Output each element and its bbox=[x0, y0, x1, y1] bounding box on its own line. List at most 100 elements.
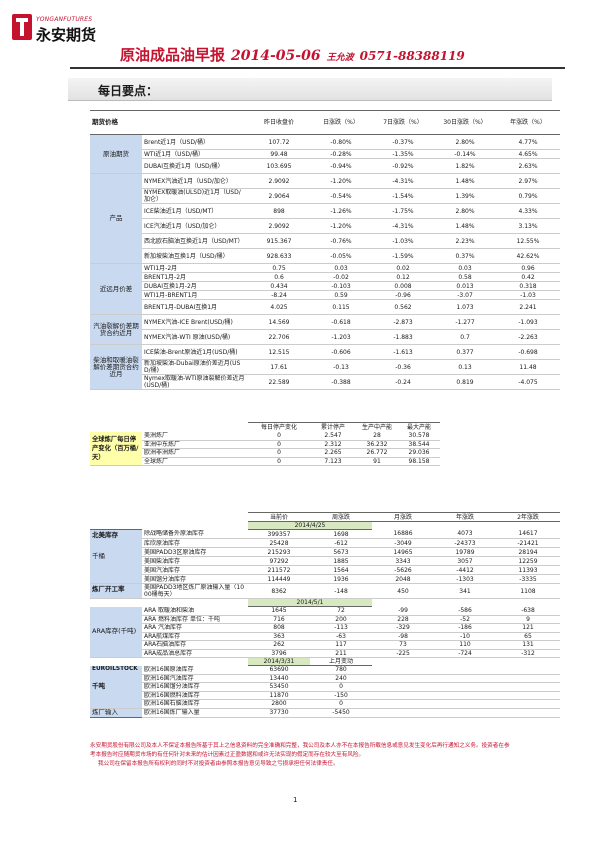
table-cell: 2.97% bbox=[496, 174, 560, 189]
column-header: 昨日收盘价 bbox=[248, 111, 310, 135]
table-cell: 28194 bbox=[496, 548, 560, 557]
table-cell: -5450 bbox=[310, 708, 372, 717]
table-cell: -0.28% bbox=[310, 150, 372, 159]
date-row: 2014/4/25 bbox=[90, 522, 560, 530]
table-cell: 19789 bbox=[434, 548, 496, 557]
table-cell: -225 bbox=[372, 649, 434, 658]
group-label: 炼厂开工率 bbox=[90, 584, 142, 599]
table-cell: 53450 bbox=[248, 683, 310, 692]
table-cell: -329 bbox=[372, 624, 434, 633]
table-cell: 2.80% bbox=[434, 135, 496, 150]
table-cell: 0 bbox=[248, 440, 310, 449]
group-label: 汽油裂解价差期货合约近月 bbox=[90, 315, 142, 345]
column-header: 年涨跌（%） bbox=[496, 111, 560, 135]
futures-price-table: 期货价格 昨日收盘价 日涨跌（%） 7日涨跌（%） 30日涨跌（%） 年涨跌（%） 原油期货… bbox=[90, 110, 560, 390]
table-cell: -0.36 bbox=[372, 360, 434, 375]
empty-cell bbox=[372, 658, 560, 666]
column-header: 7日涨跌（%） bbox=[372, 111, 434, 135]
table-row: 炼厂开工率 美国PADD3地区炼厂原油输入量（1000桶每天） 8362 -148 45… bbox=[90, 584, 560, 599]
table-cell: 14.569 bbox=[248, 315, 310, 330]
table-cell: 16886 bbox=[372, 530, 434, 539]
table-cell: 63690 bbox=[248, 666, 310, 675]
row-label: 新加坡柴油互换1月（USD/桶） bbox=[142, 249, 248, 264]
table-cell: -3049 bbox=[372, 539, 434, 548]
disclaimer-paragraph-2: 我公司在保留本报告所有权利的同时不对投资者由参照本报告意见导致之亏损承担任何法律… bbox=[90, 760, 510, 769]
row-label: 欧洲非洲炼厂 bbox=[142, 449, 248, 458]
table-row: ARA航煤库存 363 -63 -98 -10 65 bbox=[90, 632, 560, 641]
table-cell: 26.772 bbox=[356, 449, 398, 458]
empty-cell bbox=[372, 683, 560, 692]
refinery-outage-table: 每日停产变化 累计停产 生产中产能 最大产能 全球炼厂每日停产变化（百万桶/天） 美洲炼厂… bbox=[90, 422, 440, 466]
table-cell: -3335 bbox=[496, 575, 560, 584]
table-cell: 1645 bbox=[248, 607, 310, 616]
table-cell: 99.48 bbox=[248, 150, 310, 159]
table-cell: 1.82% bbox=[434, 159, 496, 174]
table-cell: -1303 bbox=[434, 575, 496, 584]
table-row: 美国PADD3区原油库存 215293 5673 14965 19789 28194 bbox=[90, 548, 560, 557]
table-cell: 0.008 bbox=[372, 282, 434, 291]
row-label: Nymex取暖油-WTI原油裂解价差近月(USD/桶) bbox=[142, 375, 248, 390]
table-cell: 200 bbox=[310, 615, 372, 624]
row-label: ARA航煤库存 bbox=[142, 632, 248, 641]
table-cell: 780 bbox=[310, 666, 372, 675]
table-cell: 915.367 bbox=[248, 234, 310, 249]
table-cell: 11.48 bbox=[496, 360, 560, 375]
table-row: DUBAI互换1月-2月 0.434 -0.103 0.008 0.013 0.318 bbox=[90, 282, 560, 291]
column-header: 上月变动 bbox=[310, 658, 372, 666]
empty-cell bbox=[90, 513, 248, 522]
table-row: ARA 汽油库存 808 -113 -329 -186 121 bbox=[90, 624, 560, 633]
table-cell: 0.02 bbox=[372, 264, 434, 273]
row-label: 欧洲16国石脑油库存 bbox=[142, 700, 248, 709]
row-label: 西北欧石脑油互换近1月（USD/MT） bbox=[142, 234, 248, 249]
table-row: 亚洲中东炼厂 0 2.312 36.232 38.544 bbox=[90, 440, 440, 449]
row-label: WTI1月-BRENT1月 bbox=[142, 291, 248, 300]
row-label: ICE汽油近1月（USD/加仑） bbox=[142, 219, 248, 234]
table-cell: 211 bbox=[310, 649, 372, 658]
table-cell: 13440 bbox=[248, 674, 310, 683]
row-label: 除战略储备外原油库存 bbox=[142, 530, 248, 539]
table-cell: 1108 bbox=[496, 584, 560, 599]
group-label: 近远月价差 bbox=[90, 264, 142, 315]
table-cell: -21421 bbox=[496, 539, 560, 548]
report-author: 王允波 bbox=[327, 53, 354, 63]
table-row: 新加坡柴油互换1月（USD/桶） 928.633 -0.05% -1.59% 0.37%… bbox=[90, 249, 560, 264]
table-cell: 1698 bbox=[310, 530, 372, 539]
table-cell: 0.6 bbox=[248, 273, 310, 282]
row-label: DUBAI互换1月-2月 bbox=[142, 282, 248, 291]
table-cell: 2048 bbox=[372, 575, 434, 584]
table-cell: 114449 bbox=[248, 575, 310, 584]
empty-cell bbox=[372, 599, 560, 607]
table-cell: 11870 bbox=[248, 691, 310, 700]
column-header: 当前价 bbox=[248, 513, 310, 522]
group-label: ARA库存(千吨) bbox=[90, 607, 142, 658]
section-title: 每日要点： bbox=[98, 82, 158, 99]
table-cell: 0 bbox=[248, 457, 310, 466]
table-cell: -0.37% bbox=[372, 135, 434, 150]
table-cell: 0.58 bbox=[434, 273, 496, 282]
table-row: 近远月价差 WTI1月-2月 0.75 0.03 0.02 0.03 0.96 bbox=[90, 264, 560, 273]
table-cell: 28 bbox=[356, 432, 398, 441]
date-label: 2014/3/31 bbox=[248, 658, 310, 666]
table-cell: 3796 bbox=[248, 649, 310, 658]
table-cell: 38.544 bbox=[398, 440, 440, 449]
date-row: 2014/3/31 上月变动 bbox=[90, 658, 560, 666]
column-header: 周涨跌 bbox=[310, 513, 372, 522]
date-row: 2014/5/1 bbox=[90, 599, 560, 607]
table-cell: 103.695 bbox=[248, 159, 310, 174]
table-cell: 0.96 bbox=[496, 264, 560, 273]
table-row: BRENT1月-DUBAI互换1月 4.025 0.115 0.562 1.073 2.2… bbox=[90, 300, 560, 315]
table-cell: -1.20% bbox=[310, 219, 372, 234]
table-cell: -2.873 bbox=[372, 315, 434, 330]
table-cell: 363 bbox=[248, 632, 310, 641]
table-cell: 107.72 bbox=[248, 135, 310, 150]
column-header: 生产中产能 bbox=[356, 423, 398, 432]
table-cell: 36.232 bbox=[356, 440, 398, 449]
table-cell: 211572 bbox=[248, 566, 310, 575]
row-label: DUBAI互换近1月（USD/桶） bbox=[142, 159, 248, 174]
table-cell: -52 bbox=[434, 615, 496, 624]
report-date: 2014-05-06 bbox=[231, 48, 321, 64]
column-header: 年涨跌 bbox=[434, 513, 496, 522]
table-cell: -0.76% bbox=[310, 234, 372, 249]
row-label: 库欣原油库存 bbox=[142, 539, 248, 548]
table-cell: 0.562 bbox=[372, 300, 434, 315]
